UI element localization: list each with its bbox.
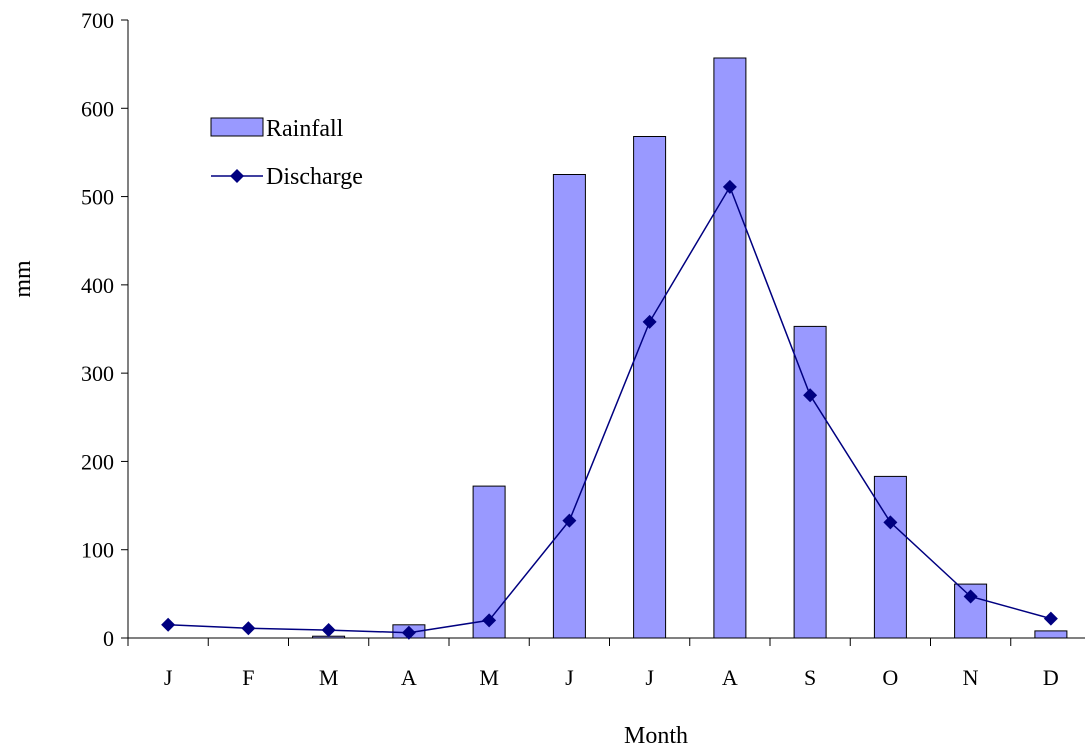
discharge-point-5 [482,613,497,628]
x-tick-label-7: J [645,665,654,690]
discharge-point-12 [1043,611,1058,626]
x-tick-label-10: O [882,665,898,690]
x-tick-label-12: D [1043,665,1059,690]
y-tick-label-100: 100 [81,538,114,563]
discharge-point-11 [963,589,978,604]
discharge-point-10 [883,515,898,530]
discharge-point-1 [161,617,176,632]
x-tick-label-3: M [319,665,339,690]
x-tick-label-6: J [565,665,574,690]
x-tick-label-4: A [401,665,417,690]
legend-rainfall-swatch [210,117,264,137]
x-tick-label-9: S [804,665,816,690]
rainfall-bar-d-12 [1034,630,1068,639]
discharge-point-7 [642,314,657,329]
rainfall-bar-j-7 [633,136,667,639]
rainfall-bar-a-8 [713,57,747,639]
x-tick-label-8: A [722,665,738,690]
discharge-point-4 [401,625,416,640]
discharge-line-series [161,179,1058,640]
x-tick-label-5: M [479,665,499,690]
x-tick-label-2: F [242,665,254,690]
x-tick-label-11: N [963,665,979,690]
y-tick-label-300: 300 [81,361,114,386]
legend-discharge-marker [230,169,244,183]
discharge-point-9 [803,388,818,403]
tick-labels: 0 100 200 300 400 500 600 700 J F M A M J J A S O N D [81,8,1059,690]
discharge-line [168,185,1052,634]
rainfall-bars [312,57,1068,639]
y-tick-label-500: 500 [81,185,114,210]
rainfall-bar-m-5 [472,485,506,639]
x-tick-label-1: J [164,665,173,690]
legend: Rainfall Discharge [210,116,363,190]
rainfall-bar-o-10 [873,475,907,639]
y-axis-title: mm [10,260,36,298]
legend-rainfall-label: Rainfall [266,116,344,142]
rainfall-bar-s-9 [793,325,827,639]
legend-discharge-label: Discharge [266,164,363,190]
y-tick-label-600: 600 [81,96,114,121]
discharge-point-3 [321,623,336,638]
discharge-point-6 [562,513,577,528]
y-tick-label-0: 0 [103,626,114,651]
discharge-point-8 [722,179,737,194]
rainfall-bar-j-6 [552,174,586,639]
discharge-point-2 [241,621,256,636]
y-tick-label-200: 200 [81,449,114,474]
axes [121,19,1085,646]
y-tick-label-400: 400 [81,273,114,298]
x-axis-title: Month [624,723,688,749]
y-tick-label-700: 700 [81,8,114,33]
